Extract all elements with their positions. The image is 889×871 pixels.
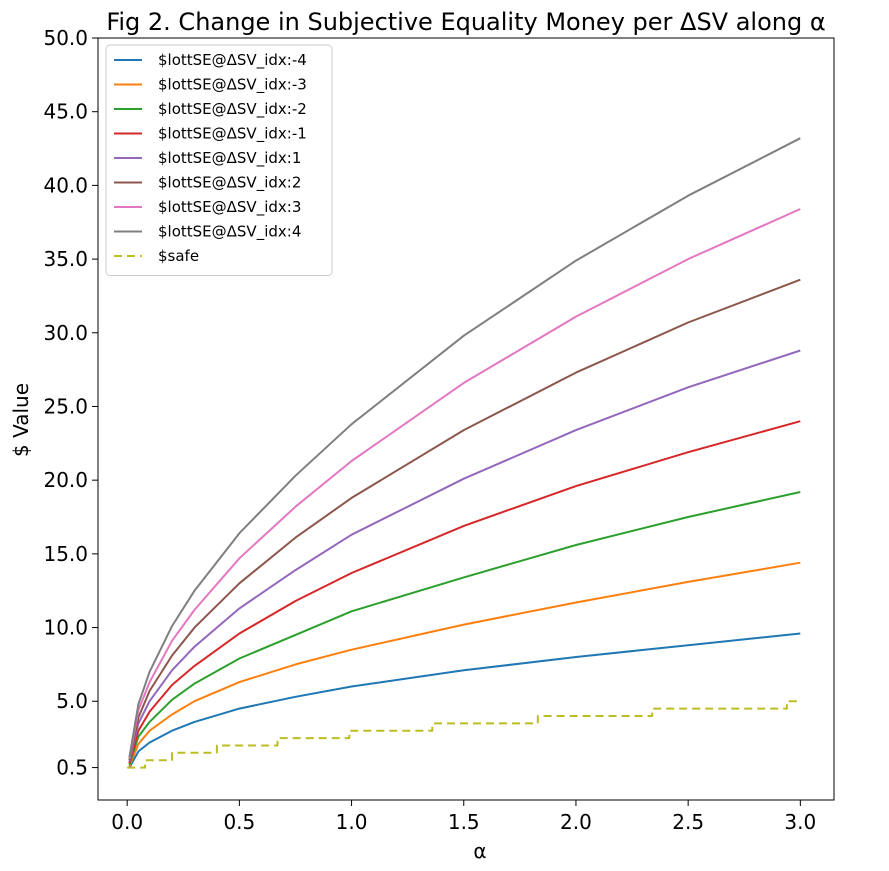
- series-line-8: [128, 137, 801, 758]
- legend-label: $lottSE@ΔSV_idx:4: [158, 223, 301, 242]
- axes-group: 0.0 0.5 1.0 1.5 2.0 2.5 3.0 0.5 5.0 10.0 15.0 20.0 2…: [43, 26, 835, 834]
- series-line-4: [128, 420, 801, 764]
- x-tick-label: 1.0: [336, 810, 368, 834]
- series-line-2: [128, 561, 801, 767]
- series-group: [127, 137, 801, 769]
- y-tick-label: 5.0: [56, 689, 88, 713]
- series-line-3: [128, 491, 801, 765]
- x-tick-label: 2.5: [672, 810, 704, 834]
- legend-label: $lottSE@ΔSV_idx:-3: [158, 76, 307, 95]
- x-tick-label: 1.5: [448, 810, 480, 834]
- axes-frame: [97, 37, 835, 801]
- series-line-6: [128, 278, 801, 761]
- x-axis-label: α: [473, 839, 486, 863]
- y-tick-label: 30.0: [43, 321, 88, 345]
- legend-label: $lottSE@ΔSV_idx:2: [158, 174, 301, 193]
- legend-box: [105, 44, 333, 276]
- legend-label: $lottSE@ΔSV_idx:-1: [158, 125, 307, 144]
- legend-label: $lottSE@ΔSV_idx:1: [158, 149, 301, 168]
- legend-label: $lottSE@ΔSV_idx:3: [158, 198, 301, 217]
- legend-label: $lottSE@ΔSV_idx:-4: [158, 51, 307, 70]
- chart-title: Fig 2. Change in Subjective Equality Mon…: [106, 8, 825, 36]
- y-tick-label: 10.0: [43, 616, 88, 640]
- y-tick-label: 50.0: [43, 26, 88, 50]
- y-tick-label: 45.0: [43, 100, 88, 124]
- x-tick-label: 2.0: [560, 810, 592, 834]
- y-tick-label: 0.5: [56, 756, 88, 780]
- series-line-7: [128, 208, 801, 759]
- y-tick-label: 15.0: [43, 542, 88, 566]
- legend-label: $safe: [158, 247, 199, 265]
- x-tick-label: 3.0: [784, 810, 816, 834]
- legend-label: $lottSE@ΔSV_idx:-2: [158, 100, 307, 119]
- y-axis-label: $ Value: [9, 383, 33, 457]
- x-tick-label: 0.0: [111, 810, 143, 834]
- y-tick-label: 25.0: [43, 394, 88, 418]
- y-tick-label: 35.0: [43, 247, 88, 271]
- y-tick-label: 20.0: [43, 468, 88, 492]
- x-tick-label: 0.5: [223, 810, 255, 834]
- y-tick-label: 40.0: [43, 173, 88, 197]
- series-line-1: [128, 632, 801, 769]
- legend: $lottSE@ΔSV_idx:-4 $lottSE@ΔSV_idx:-3 $lot…: [105, 44, 333, 276]
- series-line-9: [127, 700, 801, 769]
- series-line-5: [128, 349, 801, 762]
